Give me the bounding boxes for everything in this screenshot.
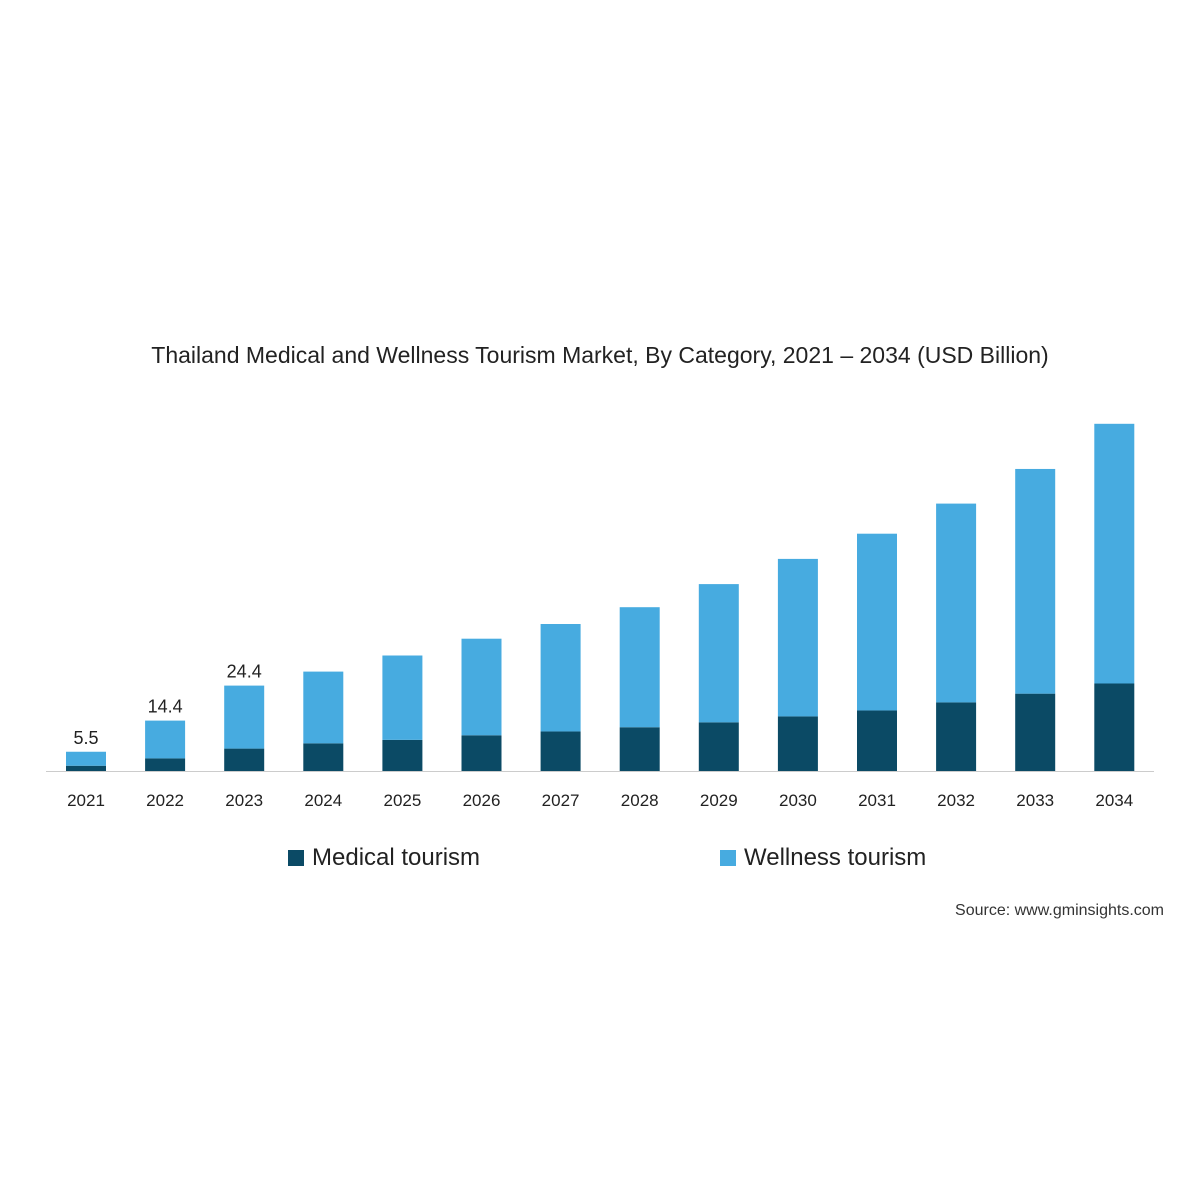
x-tick-label: 2026 xyxy=(463,791,501,810)
x-tick-label: 2032 xyxy=(937,791,975,810)
x-tick-label: 2023 xyxy=(225,791,263,810)
legend-label-wellness: Wellness tourism xyxy=(744,844,927,871)
bar-medical-2029 xyxy=(698,722,739,771)
legend-swatch-medical xyxy=(288,850,304,866)
legend-swatch-wellness xyxy=(720,850,736,866)
x-tick-label: 2029 xyxy=(700,791,738,810)
bar-medical-2022 xyxy=(145,758,186,771)
bar-wellness-2033 xyxy=(1015,468,1056,694)
x-tick-label: 2028 xyxy=(621,791,659,810)
bar-medical-2031 xyxy=(857,710,897,771)
legend: Medical tourism Wellness tourism xyxy=(0,844,1200,878)
bar-medical-2034 xyxy=(1094,683,1135,771)
bar-medical-2027 xyxy=(540,731,581,771)
data-label-total: 24.4 xyxy=(227,662,262,682)
bar-wellness-2028 xyxy=(619,607,660,728)
bar-medical-2028 xyxy=(619,727,660,771)
bar-wellness-2022 xyxy=(145,720,186,759)
x-tick-label: 2033 xyxy=(1016,791,1054,810)
x-tick-label: 2034 xyxy=(1095,791,1133,810)
x-tick-label: 2030 xyxy=(779,791,817,810)
bar-wellness-2025 xyxy=(382,655,423,740)
x-tick-label: 2021 xyxy=(67,791,105,810)
bar-medical-2030 xyxy=(777,716,818,771)
legend-label-medical: Medical tourism xyxy=(312,844,481,871)
data-label-total: 5.5 xyxy=(73,728,98,748)
bar-wellness-2021 xyxy=(66,751,106,766)
bar-wellness-2023 xyxy=(224,685,265,749)
bar-wellness-2024 xyxy=(303,671,344,744)
bar-medical-2026 xyxy=(461,735,502,771)
bar-medical-2021 xyxy=(66,765,106,771)
x-tick-label: 2031 xyxy=(858,791,896,810)
x-tick-label: 2024 xyxy=(304,791,342,810)
bar-wellness-2032 xyxy=(936,503,977,703)
bar-medical-2025 xyxy=(382,739,423,771)
bar-wellness-2029 xyxy=(698,584,739,723)
x-tick-label: 2022 xyxy=(146,791,184,810)
bar-wellness-2030 xyxy=(777,558,818,717)
source-note: Source: www.gminsights.com xyxy=(955,902,1164,919)
x-tick-label: 2027 xyxy=(542,791,580,810)
bar-wellness-2031 xyxy=(857,533,897,711)
legend-item-wellness: Wellness tourism xyxy=(720,844,926,872)
bar-medical-2033 xyxy=(1015,693,1056,771)
bar-medical-2024 xyxy=(303,743,344,771)
chart-title: Thailand Medical and Wellness Tourism Ma… xyxy=(151,342,1049,368)
data-label-total: 14.4 xyxy=(148,697,183,717)
bar-wellness-2027 xyxy=(540,624,581,732)
bar-wellness-2034 xyxy=(1094,423,1135,684)
x-tick-label: 2025 xyxy=(383,791,421,810)
bar-medical-2032 xyxy=(936,702,977,771)
legend-item-medical: Medical tourism xyxy=(288,844,480,872)
bar-wellness-2026 xyxy=(461,638,502,736)
bar-medical-2023 xyxy=(224,748,265,771)
